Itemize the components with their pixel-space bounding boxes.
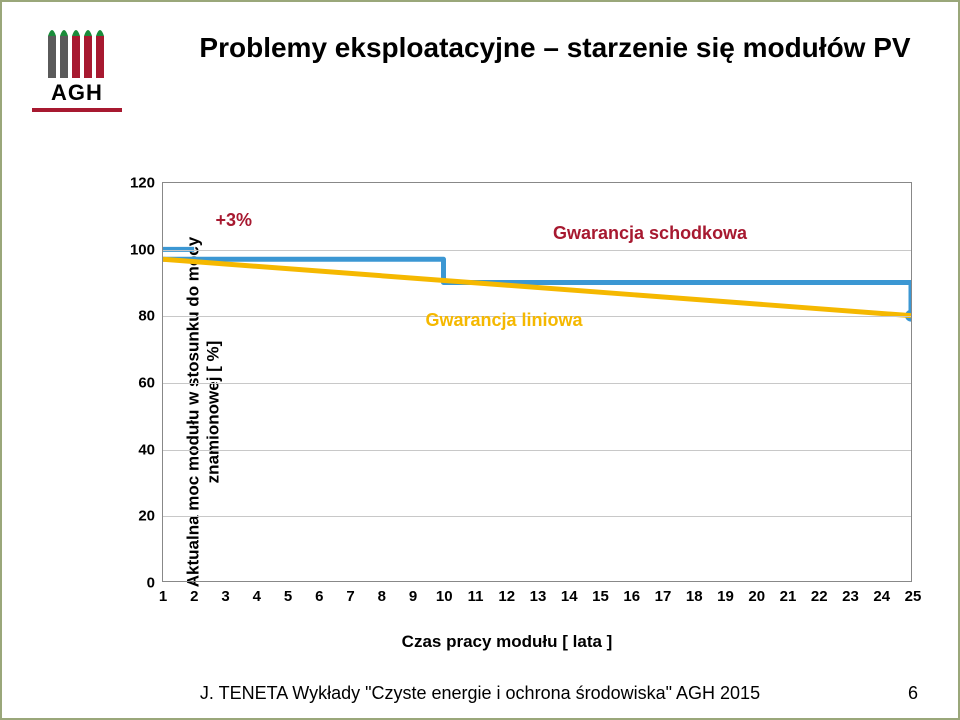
y-tick-label: 0	[147, 575, 155, 592]
x-tick-label: 4	[253, 588, 261, 605]
x-tick-label: 19	[717, 588, 734, 605]
x-tick-label: 7	[346, 588, 354, 605]
footer-text: J. TENETA Wykłady "Czyste energie i ochr…	[2, 683, 958, 704]
x-tick-label: 9	[409, 588, 417, 605]
x-tick-label: 22	[811, 588, 828, 605]
x-axis-label: Czas pracy modułu [ lata ]	[402, 632, 613, 652]
chart-container: Aktualna moc modułu w stosunku do mocy z…	[92, 182, 922, 642]
x-tick-label: 21	[780, 588, 797, 605]
x-tick-label: 14	[561, 588, 578, 605]
x-tick-label: 23	[842, 588, 859, 605]
y-tick-label: 20	[138, 508, 155, 525]
gridline	[163, 250, 911, 251]
y-tick-label: 40	[138, 441, 155, 458]
chart-annotation: Gwarancja schodkowa	[553, 223, 747, 244]
x-tick-label: 1	[159, 588, 167, 605]
agh-logo: AGH	[32, 22, 122, 112]
slide-title: Problemy eksploatacyjne – starzenie się …	[182, 30, 928, 65]
x-tick-label: 25	[905, 588, 922, 605]
series-line	[163, 259, 911, 315]
chart-annotation: +3%	[216, 210, 253, 231]
x-tick-label: 16	[623, 588, 640, 605]
page-number: 6	[908, 683, 918, 704]
chart-lines	[163, 183, 911, 581]
plot-area: 0204060801001201234567891011121314151617…	[162, 182, 912, 582]
x-tick-label: 11	[468, 588, 484, 605]
y-tick-label: 60	[138, 375, 155, 392]
y-tick-label: 100	[130, 241, 155, 258]
gridline	[163, 383, 911, 384]
x-tick-label: 17	[655, 588, 672, 605]
x-tick-label: 6	[315, 588, 323, 605]
x-tick-label: 18	[686, 588, 703, 605]
x-tick-label: 8	[378, 588, 386, 605]
x-tick-label: 12	[498, 588, 515, 605]
x-tick-label: 5	[284, 588, 292, 605]
y-tick-label: 120	[130, 175, 155, 192]
x-tick-label: 3	[221, 588, 229, 605]
x-tick-label: 2	[190, 588, 198, 605]
x-tick-label: 20	[748, 588, 765, 605]
x-tick-label: 13	[530, 588, 547, 605]
chart-annotation: Gwarancja liniowa	[426, 310, 583, 331]
gridline	[163, 516, 911, 517]
logo-text: AGH	[51, 80, 103, 106]
x-tick-label: 24	[873, 588, 890, 605]
x-tick-label: 10	[436, 588, 453, 605]
y-tick-label: 80	[138, 308, 155, 325]
gridline	[163, 450, 911, 451]
x-tick-label: 15	[592, 588, 609, 605]
logo-underline	[32, 108, 122, 112]
